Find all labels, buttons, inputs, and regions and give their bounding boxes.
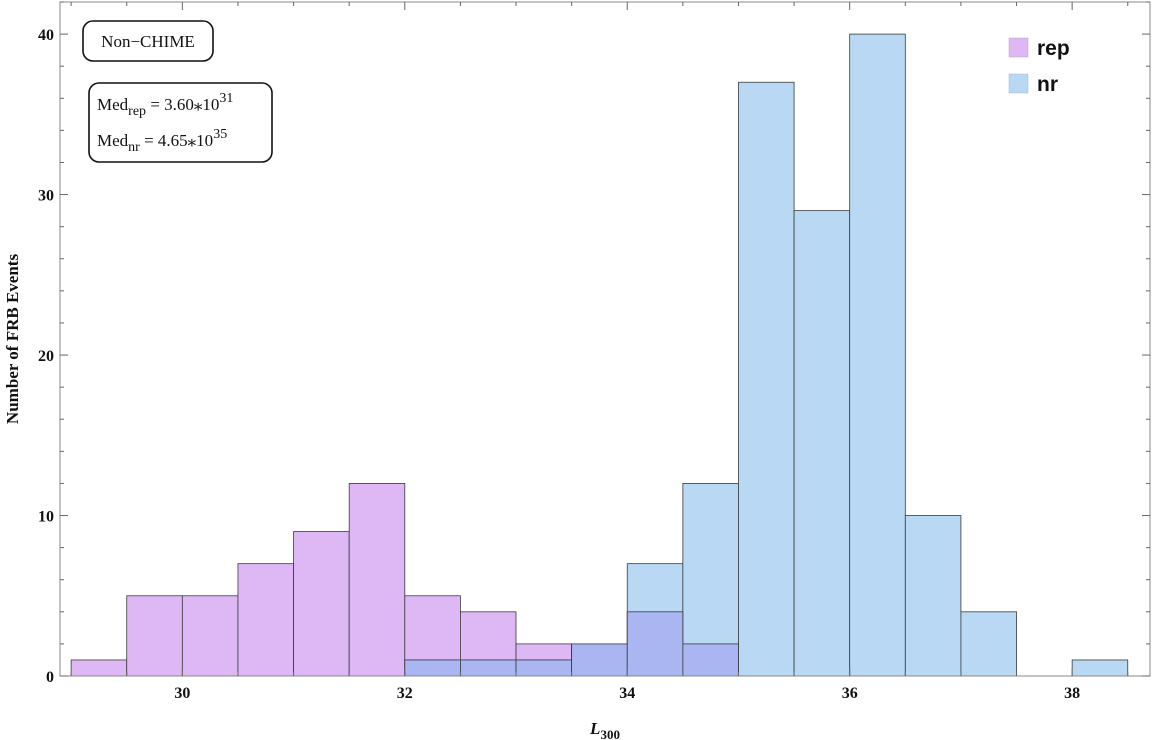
y-tick-label: 30 bbox=[38, 188, 54, 205]
bar-rep bbox=[126, 595, 183, 677]
bar-rep bbox=[70, 659, 128, 677]
median-box: Medrep = 3.60⁎1031 Mednr = 4.65⁎1035 bbox=[88, 82, 273, 163]
bar-overlap bbox=[404, 659, 461, 677]
non-chime-box-border bbox=[82, 20, 214, 62]
bar-rep bbox=[181, 595, 239, 677]
non-chime-box: Non−CHIME bbox=[82, 20, 214, 62]
x-axis-label: L300 bbox=[589, 719, 620, 740]
y-tick-label: 20 bbox=[38, 348, 54, 365]
legend-label-nr: nr bbox=[1037, 73, 1058, 96]
bar-nr bbox=[904, 515, 962, 677]
bar-nr bbox=[1071, 659, 1129, 677]
x-tick-label: 38 bbox=[1064, 685, 1080, 702]
bars-layer bbox=[70, 33, 1129, 677]
median-box-border bbox=[88, 82, 273, 163]
legend-swatch-nr bbox=[1008, 73, 1029, 94]
bar-rep bbox=[237, 563, 294, 677]
non-chime-label: Non−CHIME bbox=[101, 32, 195, 51]
ticks-layer: 30 32 34 36 38 0 10 20 30 40 bbox=[38, 1, 1150, 702]
bar-overlap bbox=[626, 611, 684, 677]
legend: rep nr bbox=[1008, 37, 1070, 96]
legend-label-rep: rep bbox=[1037, 37, 1070, 60]
legend-swatch-rep bbox=[1008, 37, 1029, 58]
y-tick-label: 10 bbox=[38, 509, 54, 526]
x-axis-label-main: L bbox=[589, 719, 600, 738]
y-axis-label: Number of FRB Events bbox=[3, 254, 22, 425]
x-tick-label: 30 bbox=[174, 685, 190, 702]
bar-nr bbox=[738, 81, 795, 677]
median-nr-text: Mednr = 4.65⁎1035 bbox=[97, 127, 227, 155]
bar-overlap bbox=[571, 643, 628, 677]
bar-rep bbox=[293, 531, 350, 677]
median-rep-text: Medrep = 3.60⁎1031 bbox=[97, 91, 233, 119]
x-tick-label: 34 bbox=[619, 685, 635, 702]
bar-nr bbox=[793, 210, 851, 677]
bar-nr bbox=[849, 33, 906, 677]
bar-nr bbox=[960, 611, 1017, 677]
x-tick-label: 32 bbox=[397, 685, 413, 702]
y-tick-label: 0 bbox=[46, 669, 54, 686]
x-axis-label-sub: 300 bbox=[600, 727, 620, 740]
bar-overlap bbox=[515, 659, 573, 677]
plot-frame bbox=[59, 1, 1151, 677]
bar-overlap bbox=[460, 659, 517, 677]
bar-overlap bbox=[682, 643, 739, 677]
y-tick-label: 40 bbox=[38, 27, 54, 44]
bar-rep bbox=[348, 483, 406, 677]
x-tick-label: 36 bbox=[842, 685, 858, 702]
